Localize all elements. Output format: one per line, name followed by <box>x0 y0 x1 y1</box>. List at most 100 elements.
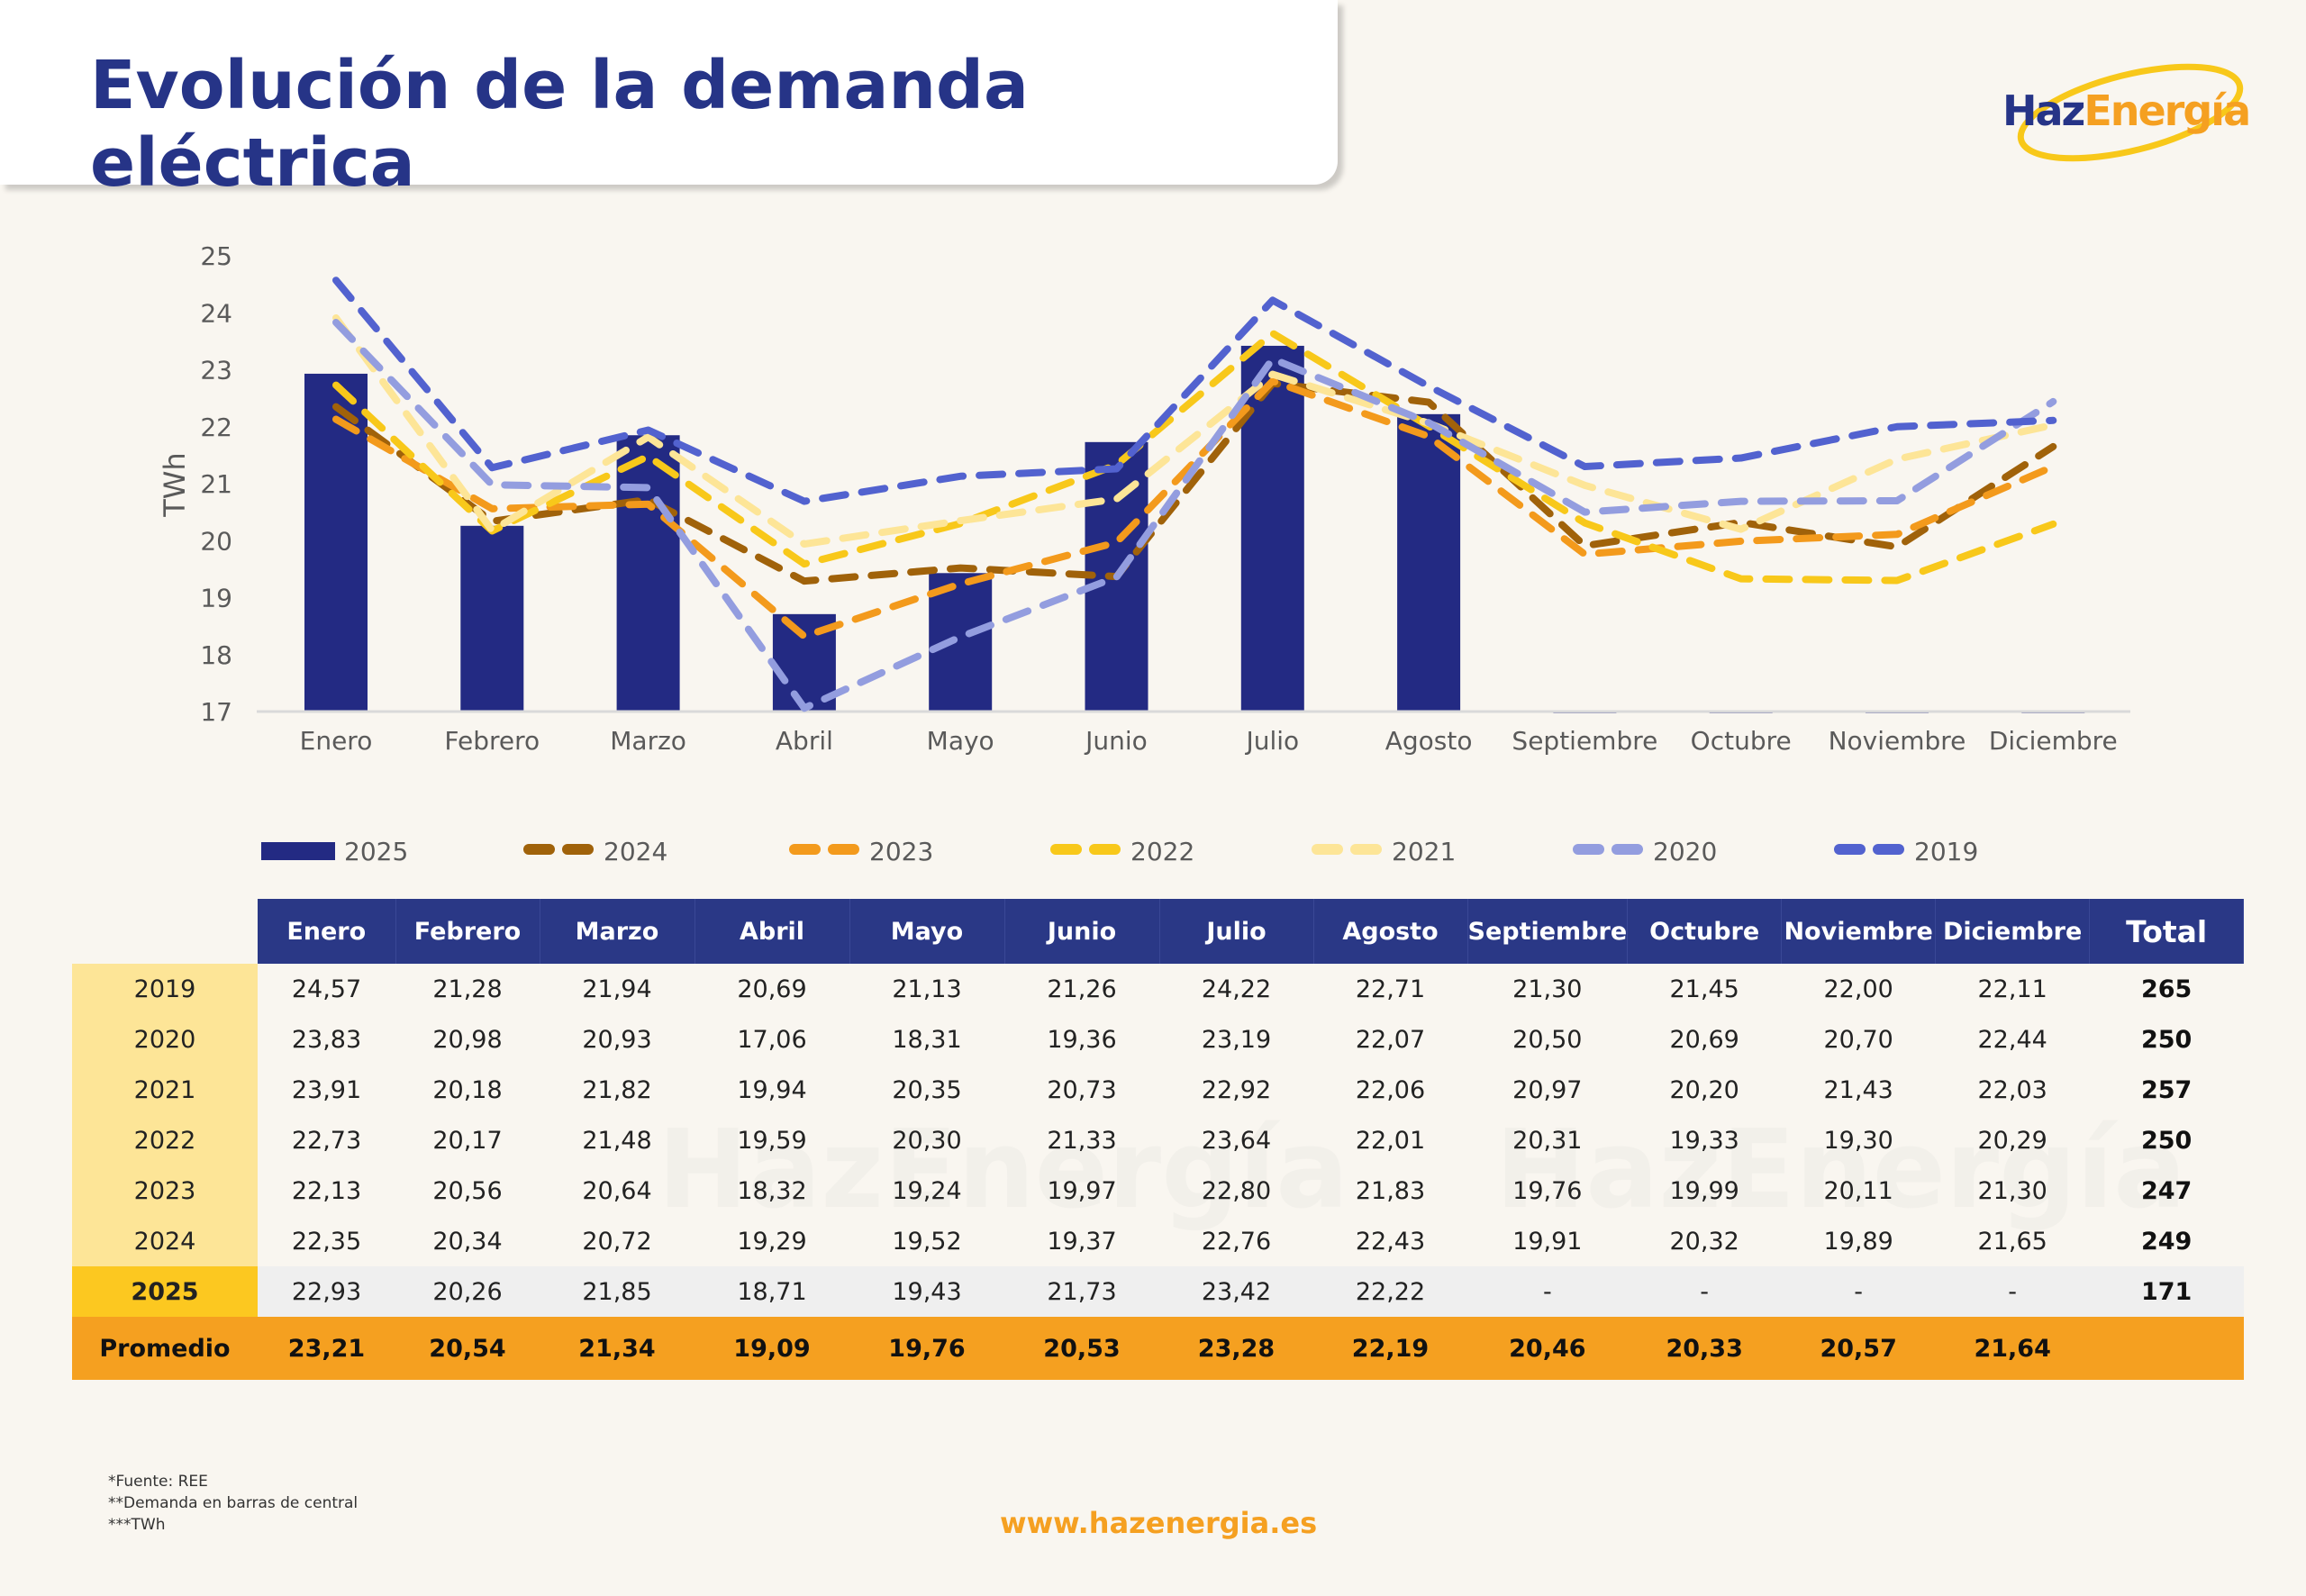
footnote-demand: **Demanda en barras de central <box>108 1494 359 1512</box>
table-cell: 19,99 <box>1669 1176 1739 1205</box>
legend-item-2024: 2024 <box>522 833 667 869</box>
table-cell: - <box>1627 1266 1782 1317</box>
bar-marzo <box>616 435 680 712</box>
table-cell: 23,64 <box>1201 1126 1272 1155</box>
table-cell: 21,65 <box>1977 1227 2047 1256</box>
legend-label: 2021 <box>1392 836 1457 866</box>
table-cell: 20,70 <box>1823 1025 1893 1054</box>
table-cell: 19,59 <box>737 1126 807 1155</box>
legend-dash-swatch-icon <box>1572 843 1644 860</box>
table-cell: 19,36 <box>1047 1025 1117 1054</box>
average-cell: 21,64 <box>1935 1317 2090 1380</box>
column-header-abril: Abril <box>695 899 850 964</box>
table-cell: 24,57 <box>291 975 362 1003</box>
website-link[interactable]: www.hazenergia.es <box>1000 1506 1318 1540</box>
column-header-julio: Julio <box>1159 899 1314 964</box>
table-cell: 22,01 <box>1355 1126 1426 1155</box>
average-cell: 20,54 <box>395 1317 540 1380</box>
table-header-blank <box>72 899 258 964</box>
table-header-row: Enero Febrero Marzo Abril Mayo Junio Julio Agos… <box>72 899 2245 964</box>
table-cell: 22,03 <box>1977 1075 2047 1104</box>
average-cell: 20,46 <box>1467 1317 1628 1380</box>
table-cell: 21,30 <box>1977 1176 2047 1205</box>
table-cell: 20,30 <box>892 1126 962 1155</box>
table-cell: 20,64 <box>582 1176 652 1205</box>
table-cell: 20,18 <box>432 1075 503 1104</box>
y-tick-label: 18 <box>200 640 232 670</box>
legend-bar-swatch-icon <box>261 842 335 860</box>
legend-label: 2023 <box>869 836 934 866</box>
table-row: 2024 22,35 20,34 20,72 19,29 19,52 19,37 22,76 2… <box>72 1216 2244 1266</box>
table-cell: 19,30 <box>1823 1126 1893 1155</box>
table-cell: 21,28 <box>432 975 503 1003</box>
table-row: 2021 23,91 20,18 21,82 19,94 20,35 20,73 22,92 2… <box>72 1065 2244 1115</box>
table-cell: 23,19 <box>1201 1025 1272 1054</box>
legend-item-2019: 2019 <box>1833 833 1978 869</box>
table-row: 2022 22,73 20,17 21,48 19,59 20,30 21,33 23,64 2… <box>72 1115 2244 1165</box>
row-year: 2020 <box>72 1014 258 1065</box>
x-tick-label: Diciembre <box>1989 726 2118 756</box>
table-cell: 22,07 <box>1355 1025 1426 1054</box>
table-row: 2023 22,13 20,56 20,64 18,32 19,24 19,97 22,80 2… <box>72 1165 2244 1216</box>
footnote-source: *Fuente: REE <box>108 1473 208 1491</box>
table-cell: 21,33 <box>1047 1126 1117 1155</box>
table-cell: 19,89 <box>1823 1227 1893 1256</box>
x-tick-label: Agosto <box>1385 726 1473 756</box>
table-cell: 19,52 <box>892 1227 962 1256</box>
column-header-total: Total <box>2089 899 2245 964</box>
x-tick-label: Febrero <box>444 726 540 756</box>
table-cell: 20,69 <box>1669 1025 1739 1054</box>
table-row: 2020 23,83 20,98 20,93 17,06 18,31 19,36 23,19 2… <box>72 1014 2244 1065</box>
average-cell: 19,09 <box>695 1317 849 1380</box>
table-cell: 22,11 <box>1977 975 2047 1003</box>
table-cell: 20,32 <box>1669 1227 1739 1256</box>
table-cell: - <box>1935 1266 2090 1317</box>
table-cell: 22,92 <box>1201 1075 1272 1104</box>
row-total: 257 <box>2140 1075 2193 1104</box>
table-cell: 22,13 <box>291 1176 362 1205</box>
table-cell: 22,43 <box>1355 1227 1426 1256</box>
average-cell: 23,28 <box>1159 1317 1313 1380</box>
footnote-unit: ***TWh <box>108 1516 166 1534</box>
y-tick-label: 22 <box>200 413 232 442</box>
table-cell: 22,93 <box>258 1266 395 1317</box>
table-cell: 20,11 <box>1823 1176 1893 1205</box>
table-cell: 21,94 <box>582 975 652 1003</box>
table-cell: 19,94 <box>737 1075 807 1104</box>
table-cell: 18,32 <box>737 1176 807 1205</box>
row-total: 249 <box>2140 1227 2193 1256</box>
average-cell: 23,21 <box>258 1317 395 1380</box>
line-series-2024 <box>332 379 2057 585</box>
hazenergia-logo: HazEnergía <box>1995 52 2251 169</box>
watermark-right: HazEnergía <box>1495 1108 2187 1233</box>
legend-label: 2024 <box>604 836 668 866</box>
column-header-octubre: Octubre <box>1627 899 1783 964</box>
table-cell: 20,35 <box>892 1075 962 1104</box>
table-cell: 20,34 <box>432 1227 503 1256</box>
table-cell: 21,45 <box>1669 975 1739 1003</box>
row-year: 2019 <box>72 964 258 1014</box>
legend-item-2020: 2020 <box>1572 833 1717 869</box>
table-cell: 18,71 <box>695 1266 849 1317</box>
watermark-left: HazEnergía <box>658 1108 1349 1233</box>
legend-item-2023: 2023 <box>788 833 933 869</box>
table-cell: 22,73 <box>291 1126 362 1155</box>
table-cell: 23,83 <box>291 1025 362 1054</box>
table-cell: 23,42 <box>1159 1266 1313 1317</box>
y-tick-label: 25 <box>200 241 232 271</box>
x-tick-label: Noviembre <box>1829 726 1966 756</box>
table-cell: 21,73 <box>1004 1266 1159 1317</box>
average-cell: 21,34 <box>540 1317 695 1380</box>
column-header-febrero: Febrero <box>395 899 540 964</box>
table-cell: 20,69 <box>737 975 807 1003</box>
y-tick-label: 23 <box>200 356 232 385</box>
average-cell: 20,57 <box>1781 1317 1936 1380</box>
row-year: 2023 <box>72 1165 258 1216</box>
bar-enero <box>304 373 368 712</box>
average-cell: 20,53 <box>1004 1317 1159 1380</box>
row-year: 2021 <box>72 1065 258 1115</box>
line-series-2019 <box>332 277 2057 505</box>
row-total: 250 <box>2140 1126 2193 1155</box>
logo-haz: Haz <box>2002 86 2085 135</box>
legend-label: 2022 <box>1130 836 1195 866</box>
